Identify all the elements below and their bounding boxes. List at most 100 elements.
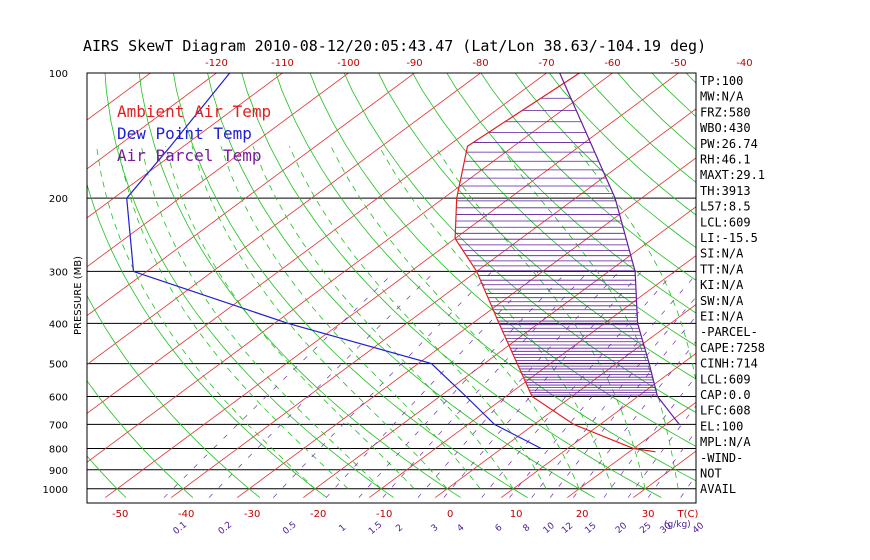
mixing-ratio-line: [549, 315, 696, 498]
mixing-ratio-line: [481, 271, 675, 498]
mixing-ratio-line: [443, 271, 642, 498]
index-item: LI:-15.5: [700, 231, 758, 245]
bottom-temp-tick-label: -30: [244, 509, 260, 520]
index-item: SI:N/A: [700, 247, 744, 261]
index-item: EI:N/A: [700, 310, 744, 324]
dewpoint-temp-line: [126, 73, 542, 450]
mixing-ratio-line: [163, 271, 396, 498]
bottom-temp-tick-label: 10: [510, 509, 523, 520]
index-item: MAXT:29.1: [700, 168, 765, 182]
pressure-tick-label: 200: [49, 194, 68, 205]
index-item: RH:46.1: [700, 153, 751, 167]
isotherm-line: [87, 73, 482, 365]
index-item: CINH:714: [700, 357, 758, 371]
bottom-temp-tick-label: -20: [310, 509, 326, 520]
isotherm-line: [831, 54, 870, 498]
mixing-ratio-axis: 0.1 0.2 0.5 1 1.5 2 3 4 6 8 10 12 15 20 25 30 40(g/kg): [172, 520, 707, 537]
top-temp-tick-label: -60: [604, 58, 620, 69]
mixing-unit-label: (g/kg): [664, 520, 691, 530]
isotherm-line: [87, 73, 548, 414]
pressure-tick-label: 500: [49, 360, 68, 371]
isotherm-line: [369, 255, 696, 498]
y-axis-label: PRESSURE (MB): [73, 256, 84, 335]
moist-adiabat-line: [96, 146, 316, 490]
pressure-tick-label: 100: [49, 69, 68, 80]
temp-unit-label: T(C): [677, 509, 699, 520]
dry-adiabat-line: [87, 182, 328, 498]
index-item: -PARCEL-: [700, 325, 758, 339]
moist-adiabat-line: [165, 146, 415, 490]
isotherm-line: [87, 73, 614, 463]
dry-adiabat-line: [685, 73, 696, 84]
index-item: KI:N/A: [700, 278, 744, 292]
dry-adiabat-line: [173, 73, 528, 498]
dry-adiabat-line: [800, 54, 870, 498]
profiles: [126, 73, 680, 453]
bottom-temp-tick-label: -10: [376, 509, 392, 520]
legend: Ambient Air Temp Dew Point Temp Air Parcel…: [117, 102, 271, 165]
dry-adiabat-line: [138, 73, 461, 498]
moist-adiabat-line: [378, 145, 613, 489]
top-temp-tick-label: -110: [271, 58, 294, 69]
top-temp-tick-label: -90: [406, 58, 422, 69]
legend-entry: Air Parcel Temp: [117, 146, 262, 165]
index-item: EL:100: [700, 419, 743, 433]
index-item: PW:26.74: [700, 137, 758, 151]
pressure-axis: 100 200 300 400 500 600 700 800 900 1000: [43, 69, 68, 496]
dry-adiabat-line: [104, 73, 394, 498]
index-item: NOT: [700, 467, 722, 481]
pressure-tick-label: 900: [49, 466, 68, 477]
index-item: CAPE:7258: [700, 341, 765, 355]
mixing-ratio-tick-label: 1: [338, 523, 349, 534]
mixing-ratio-tick-label: 15: [583, 521, 598, 536]
mixing-ratio-tick-label: 4: [456, 523, 467, 535]
dry-adiabat-line: [734, 54, 870, 498]
isotherm-line: [567, 401, 696, 498]
top-temp-tick-label: -40: [736, 58, 752, 69]
dry-adiabat-line: [767, 54, 870, 498]
pressure-tick-label: 300: [49, 267, 68, 278]
legend-entry: Dew Point Temp: [117, 124, 252, 143]
mixing-ratio-line: [603, 375, 696, 498]
moist-adiabat-line: [288, 146, 547, 489]
mixing-ratio-tick-label: 2: [394, 523, 405, 534]
index-item: L57:8.5: [700, 200, 751, 214]
mixing-ratio-line: [325, 271, 539, 498]
pressure-tick-label: 800: [49, 444, 68, 455]
moist-adiabat-line: [252, 146, 514, 490]
moist-adiabat-line: [191, 146, 448, 490]
ambient-temp-line: [454, 73, 656, 453]
dry-adiabat-line: [241, 73, 662, 498]
bottom-temp-tick-label: -40: [178, 509, 194, 520]
isotherm-line: [87, 73, 284, 219]
cape-hatching: [455, 97, 658, 396]
dry-adiabat-line: [480, 73, 696, 281]
mixing-ratio-tick-label: 6: [494, 523, 505, 535]
dry-adiabat-line: [87, 294, 261, 498]
legend-entry: Ambient Air Temp: [117, 102, 271, 121]
mixing-ratio-line: [358, 271, 568, 498]
mixing-ratio-line: [208, 271, 436, 498]
isotherm-line: [87, 73, 218, 170]
moist-adiabat-line: [118, 146, 349, 490]
top-temp-tick-label: -70: [538, 58, 554, 69]
isotherm-line: [435, 303, 696, 498]
isotherm-line: [87, 73, 350, 268]
index-item: TT:N/A: [700, 262, 744, 276]
bottom-temp-tick-label: 20: [576, 509, 589, 520]
bottom-temp-tick-label: -50: [112, 509, 128, 520]
index-item: AVAIL: [700, 482, 736, 496]
mixing-ratio-line: [273, 271, 493, 498]
parcel-temp-line: [559, 73, 680, 425]
index-item: SW:N/A: [700, 294, 744, 308]
plot-frame: [86, 72, 697, 504]
dry-adiabat-line: [514, 73, 696, 249]
mixing-ratio-tick-label: 1.5: [367, 520, 384, 537]
dry-adiabat-line: [412, 73, 696, 347]
pressure-tick-label: 1000: [43, 485, 68, 496]
isotherm-line: [87, 73, 416, 317]
dry-adiabat-line: [833, 54, 870, 498]
pressure-tick-label: 700: [49, 420, 68, 431]
dry-adiabat-line: [378, 73, 696, 380]
